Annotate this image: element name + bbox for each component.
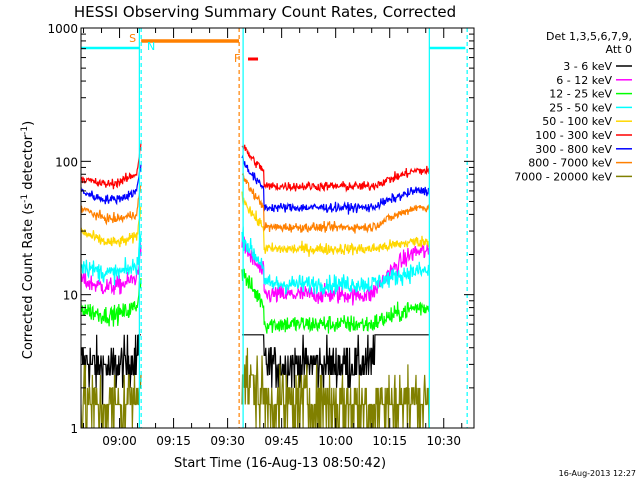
legend-label: 800 - 7000 keV bbox=[528, 157, 612, 170]
marker-label-f: F bbox=[234, 52, 240, 65]
legend-label: 7000 - 20000 keV bbox=[514, 170, 612, 183]
x-tick-label: 10:00 bbox=[318, 434, 353, 448]
legend-label: 6 - 12 keV bbox=[556, 74, 612, 87]
series-line-800-7000-kev bbox=[241, 172, 430, 234]
marker-label-s: S bbox=[129, 32, 136, 45]
legend-label: 12 - 25 keV bbox=[549, 88, 612, 101]
x-tick-label: 09:15 bbox=[156, 434, 191, 448]
y-tick-label: 1000 bbox=[47, 22, 78, 36]
series-line-100-300-kev bbox=[81, 142, 142, 190]
plot-area: SN F 1 10 100 1000 09:00 09:15 09:30 09:45 10:00 10… bbox=[47, 22, 475, 448]
series-line-7000-20000-kev bbox=[241, 347, 430, 428]
series-line-50-100-kev bbox=[81, 205, 142, 248]
legend-label: 100 - 300 keV bbox=[535, 129, 612, 142]
y-tick-label: 1 bbox=[70, 422, 78, 436]
x-axis-label: Start Time (16-Aug-13 08:50:42) bbox=[174, 456, 386, 471]
y-tick-label: 100 bbox=[55, 155, 78, 169]
marker-label-n: N bbox=[147, 40, 155, 53]
x-tick-label: 09:00 bbox=[102, 434, 137, 448]
y-axis-label-sup1: -1 bbox=[20, 194, 30, 203]
legend-label: 25 - 50 keV bbox=[549, 101, 612, 114]
series-line-50-100-kev bbox=[241, 191, 430, 257]
legend-label: 50 - 100 keV bbox=[542, 115, 612, 128]
y-axis-label-mid: detector bbox=[21, 134, 36, 194]
legend-label: 3 - 6 keV bbox=[563, 60, 612, 73]
legend-label: 300 - 800 keV bbox=[535, 143, 612, 156]
series-lines bbox=[81, 142, 430, 428]
legend-header-line1: Det 1,3,5,6,7,9, bbox=[546, 30, 632, 43]
series-line-6-12-kev bbox=[81, 242, 142, 295]
series-line-3-6-kev bbox=[81, 334, 141, 405]
series-line-3-6-kev bbox=[242, 334, 429, 388]
chart-title: HESSI Observing Summary Count Rates, Cor… bbox=[74, 3, 456, 21]
x-tick-label: 10:30 bbox=[426, 434, 461, 448]
series-line-300-800-kev bbox=[241, 154, 430, 215]
series-line-25-50-kev bbox=[81, 233, 142, 286]
y-tick-label: 10 bbox=[63, 289, 78, 303]
y-axis-label: Corrected Count Rate (s-1 detector-1) bbox=[20, 121, 36, 359]
series-line-300-800-kev bbox=[81, 164, 142, 206]
series-line-800-7000-kev bbox=[81, 184, 142, 226]
x-tick-label: 09:45 bbox=[264, 434, 299, 448]
series-line-100-300-kev bbox=[241, 144, 430, 193]
legend-header-line2: Att 0 bbox=[606, 43, 632, 56]
series-line-12-25-kev bbox=[241, 268, 430, 334]
y-axis-label-end: ) bbox=[21, 121, 36, 126]
y-axis-label-main: Corrected Count Rate (s bbox=[21, 203, 36, 360]
series-line-7000-20000-kev bbox=[81, 364, 142, 428]
series-line-12-25-kev bbox=[81, 278, 142, 327]
timestamp: 16-Aug-2013 12:27 bbox=[559, 469, 636, 478]
y-axis-label-sup2: -1 bbox=[20, 126, 30, 135]
series-line-25-50-kev bbox=[241, 226, 430, 296]
x-tick-label: 10:15 bbox=[372, 434, 407, 448]
x-tick-label: 09:30 bbox=[210, 434, 245, 448]
plot-frame bbox=[80, 27, 475, 429]
